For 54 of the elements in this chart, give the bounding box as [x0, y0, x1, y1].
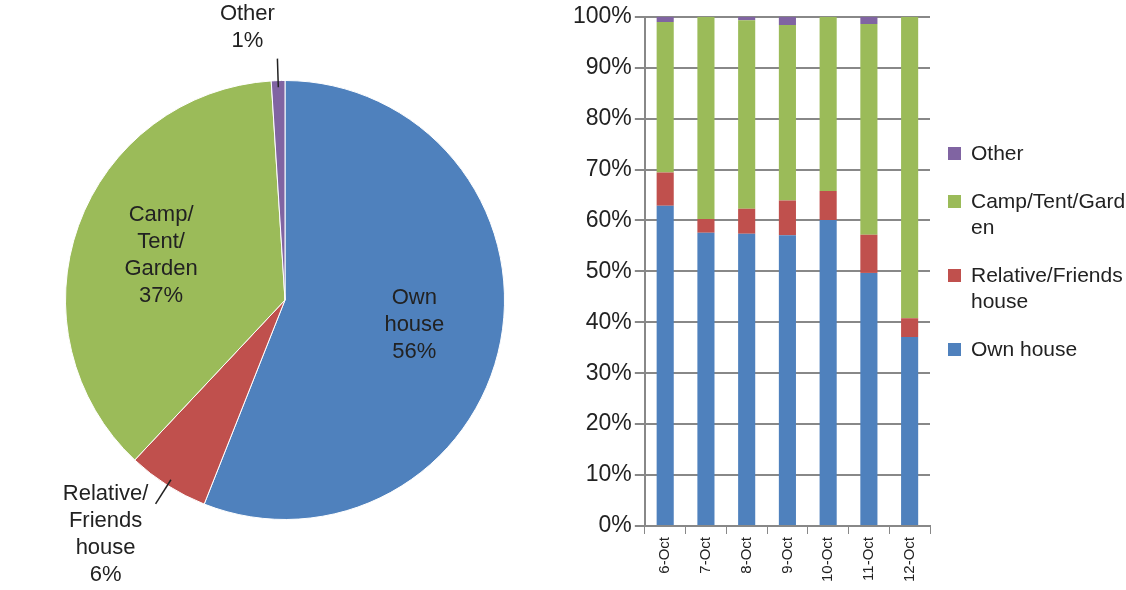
y-tick-label: 70%: [585, 154, 632, 181]
y-tick-label: 100%: [573, 2, 632, 29]
bar: [901, 337, 919, 525]
y-tick-label: 80%: [585, 103, 632, 130]
bar: [656, 205, 674, 525]
bar: [656, 21, 674, 173]
bar: [778, 24, 796, 201]
bar: [860, 23, 878, 235]
bar: [819, 190, 837, 220]
slice-label: Other: [219, 0, 275, 26]
bar: [860, 16, 878, 24]
x-tick-label: 10-Oct: [818, 536, 836, 582]
bar: [819, 219, 837, 525]
bar: [860, 272, 878, 525]
data-label: 1%: [231, 27, 264, 53]
y-tick-label: 40%: [585, 307, 632, 334]
bar: [901, 16, 919, 319]
x-tick-label: 6-Oct: [655, 536, 673, 574]
slice-label: Relative/Friends house: [62, 480, 150, 560]
legend-label: Camp/Tent/Garden: [971, 188, 1126, 240]
data-label: 56%: [392, 337, 437, 363]
bar: [697, 232, 715, 525]
y-tick-label: 0%: [598, 511, 632, 538]
bar: [738, 208, 756, 234]
bar: [656, 16, 674, 22]
y-tick-label: 50%: [585, 256, 632, 283]
y-tick-label: 30%: [585, 358, 632, 385]
bar: [901, 318, 919, 338]
x-tick-label: 8-Oct: [736, 536, 754, 574]
x-tick-label: 9-Oct: [777, 536, 795, 574]
y-tick-label: 20%: [585, 409, 632, 436]
y-tick-label: 90%: [585, 53, 632, 80]
bar: [778, 16, 796, 25]
slice-label: Own house: [384, 283, 445, 336]
slice-label: Camp/Tent/Garden: [124, 200, 198, 280]
bar: [656, 172, 674, 206]
x-tick-label: 12-Oct: [899, 536, 917, 582]
bar: [738, 233, 756, 525]
data-label: 37%: [139, 281, 184, 307]
bar: [778, 235, 796, 525]
bar: [697, 16, 715, 219]
bar: [738, 20, 756, 209]
data-label: 6%: [89, 561, 122, 587]
y-tick-label: 60%: [585, 205, 632, 232]
bar: [778, 200, 796, 236]
y-tick-label: 10%: [585, 460, 632, 487]
x-tick-label: 11-Oct: [859, 536, 877, 581]
bar: [819, 16, 837, 191]
legend-label: Own house: [971, 336, 1078, 362]
legend-label: Other: [971, 140, 1024, 166]
legend-label: Relative/Friends house: [971, 262, 1124, 314]
bar: [860, 234, 878, 273]
x-tick-label: 7-Oct: [696, 536, 714, 574]
bar: [697, 218, 715, 233]
